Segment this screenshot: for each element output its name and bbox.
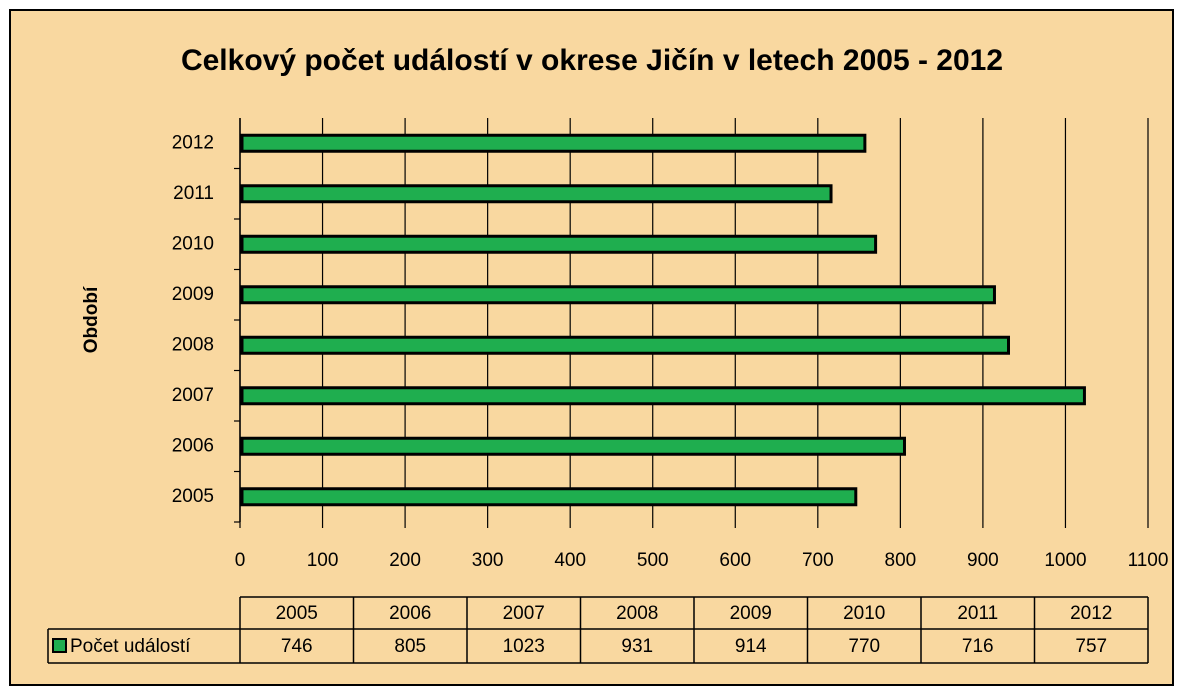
x-tick-label: 900 [967, 550, 999, 571]
x-tick-label: 300 [472, 550, 504, 571]
bar [240, 234, 878, 254]
y-tick-label: 2009 [172, 284, 214, 305]
x-tick-label: 1000 [1044, 550, 1086, 571]
y-tick-label: 2008 [172, 334, 214, 355]
x-tick-label: 600 [719, 550, 751, 571]
x-tick-label: 200 [389, 550, 421, 571]
bar [240, 285, 996, 305]
x-tick-label: 800 [885, 550, 917, 571]
bar [240, 184, 833, 204]
table-header: 2007 [503, 603, 545, 624]
chart-title: Celkový počet událostí v okrese Jičín v … [181, 44, 1003, 77]
y-tick-label: 2011 [173, 183, 214, 204]
x-tick-label: 700 [802, 550, 834, 571]
table-header: 2010 [843, 603, 885, 624]
table-value: 931 [621, 636, 653, 657]
table-value: 1023 [503, 636, 545, 657]
x-tick-label: 1100 [1128, 550, 1169, 571]
table-header: 2006 [389, 603, 431, 624]
table-value: 914 [735, 636, 767, 657]
x-tick-label: 500 [637, 550, 669, 571]
legend-key [52, 638, 67, 653]
legend-label: Počet událostí [70, 636, 191, 657]
table-header: 2009 [730, 603, 772, 624]
y-tick-label: 2006 [172, 435, 214, 456]
y-tick-label: 2012 [172, 132, 214, 153]
x-tick-label: 400 [554, 550, 586, 571]
y-tick-label: 2010 [172, 233, 214, 254]
y-tick-label: 2007 [172, 385, 214, 406]
table-header: 2012 [1070, 603, 1112, 624]
y-axis-title: Období [81, 286, 102, 353]
bar [240, 386, 1086, 406]
table-header: 2011 [957, 603, 998, 624]
table-value: 757 [1075, 636, 1107, 657]
table-value: 746 [281, 636, 313, 657]
bar [240, 436, 906, 456]
x-tick-label: 100 [307, 550, 339, 571]
table-value: 716 [962, 636, 994, 657]
y-tick-label: 2005 [172, 486, 214, 507]
bar [240, 487, 858, 507]
bar [240, 133, 867, 153]
x-tick-label: 0 [235, 550, 246, 571]
table-header: 2005 [276, 603, 318, 624]
table-value: 805 [394, 636, 426, 657]
table-header: 2008 [616, 603, 658, 624]
table-value: 770 [848, 636, 880, 657]
bar [240, 335, 1010, 355]
